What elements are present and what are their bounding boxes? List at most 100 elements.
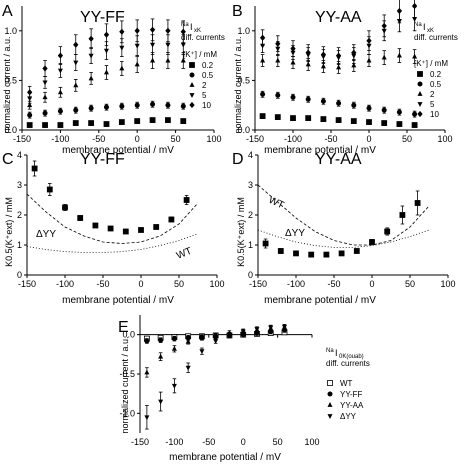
point-d xyxy=(293,250,299,257)
point-a-5 xyxy=(180,42,186,48)
x-tick-label-d: 50 xyxy=(405,279,415,289)
point-b-2 xyxy=(351,62,357,68)
point-a-10 xyxy=(165,27,171,34)
legend-marker-a xyxy=(189,82,195,87)
x-tick-label-a: -150 xyxy=(13,134,31,144)
point-a-2 xyxy=(42,94,48,100)
y-tick-label-a: 0.5 xyxy=(4,75,17,85)
x-tick-label-a: 0 xyxy=(135,134,140,144)
curve-wt-d xyxy=(257,184,430,246)
y-tick-label-c: 2 xyxy=(17,210,22,220)
annot-a-na: Na xyxy=(181,22,189,28)
point-b-0.2 xyxy=(305,115,312,121)
point-a-0.5 xyxy=(165,102,171,108)
point-b-10 xyxy=(275,40,281,47)
point-a-2 xyxy=(27,102,33,108)
point-a-5 xyxy=(27,96,33,102)
point-b-0.5 xyxy=(290,94,296,100)
point-a-0.2 xyxy=(42,122,48,128)
x-tick-label-b: 100 xyxy=(437,134,452,144)
point-a-0.2 xyxy=(149,117,156,123)
curve-label-c-wt: WT xyxy=(175,246,194,262)
point-a-5 xyxy=(134,43,140,49)
panel-letter-e: E xyxy=(118,319,129,336)
y-tick-label-b: 0.5 xyxy=(237,75,250,85)
xlabel-d: membrane potential / mV xyxy=(264,295,376,306)
point-a-10 xyxy=(119,28,125,35)
point-a-0.5 xyxy=(27,112,33,118)
point-c xyxy=(46,186,53,193)
point-a-0.2 xyxy=(103,121,110,127)
point-a-2 xyxy=(103,69,109,75)
legend-marker-e xyxy=(327,414,333,419)
legend-label-a: 0.2 xyxy=(202,61,214,70)
point-b-2 xyxy=(396,52,402,58)
x-tick-label-c: 100 xyxy=(209,279,224,289)
point-b-10 xyxy=(320,51,327,58)
xlabel-e: membrane potential / mV xyxy=(169,452,281,463)
panel-title-b: YY-AA xyxy=(315,9,362,26)
x-tick-label-d: -150 xyxy=(249,279,267,289)
annot-b-diff: diff. currents xyxy=(414,33,458,42)
annot-e-na: Na xyxy=(326,348,334,354)
legend-marker-e xyxy=(327,380,333,386)
point-b-0.2 xyxy=(381,120,388,126)
point-a-0.5 xyxy=(73,107,79,113)
annot-b-xk: xK xyxy=(427,28,434,34)
ylabel-a: normalized current / a.u. xyxy=(2,36,12,133)
point-b-0.2 xyxy=(396,121,403,127)
point-b-10 xyxy=(305,49,311,56)
annot-b-i: I xyxy=(423,22,426,32)
point-b-2 xyxy=(260,57,266,63)
x-tick-label-a: -50 xyxy=(92,134,105,144)
point-a-0.5 xyxy=(134,102,140,108)
point-c xyxy=(183,197,190,203)
panel-letter-d: D xyxy=(232,151,244,168)
point-a-10 xyxy=(57,52,64,59)
point-d xyxy=(323,251,330,258)
annot-e-i: I xyxy=(335,348,338,358)
point-b-0.2 xyxy=(274,114,281,121)
point-e-ΔYY xyxy=(268,325,274,331)
point-a-0.2 xyxy=(134,118,141,124)
curve-label-d-wt: WT xyxy=(267,195,286,212)
panel-letter-c: C xyxy=(2,151,14,168)
point-e-ΔYY xyxy=(213,339,219,344)
point-a-5 xyxy=(119,45,125,51)
point-b-2 xyxy=(275,57,281,63)
point-b-0.2 xyxy=(366,119,372,125)
y-tick-label-c: 1 xyxy=(17,240,22,250)
point-a-0.5 xyxy=(180,103,186,109)
point-b-2 xyxy=(290,59,296,65)
legend-label-e: ΔYY xyxy=(340,412,357,421)
point-c xyxy=(92,222,99,229)
x-tick-label-e: 100 xyxy=(304,437,319,447)
point-a-2 xyxy=(119,65,125,71)
y-tick-label-b: 0.0 xyxy=(237,125,250,135)
point-a-5 xyxy=(42,80,48,86)
point-b-2 xyxy=(336,64,342,70)
point-a-0.5 xyxy=(103,104,109,110)
point-c xyxy=(153,224,160,230)
point-e-YY-AA xyxy=(158,353,164,359)
x-tick-label-b: -150 xyxy=(246,134,264,144)
legend-label-b: 0.5 xyxy=(430,80,442,89)
point-e-ΔYY xyxy=(199,349,205,355)
point-a-0.5 xyxy=(88,105,94,111)
point-a-5 xyxy=(73,60,79,66)
point-e-ΔYY xyxy=(281,324,287,330)
point-a-0.5 xyxy=(57,108,63,114)
point-a-2 xyxy=(73,82,79,88)
x-tick-label-a: 100 xyxy=(206,134,221,144)
legend-marker-e xyxy=(327,391,333,397)
x-tick-label-c: 0 xyxy=(138,279,143,289)
point-a-2 xyxy=(150,57,156,63)
point-b-10 xyxy=(366,37,372,44)
point-d xyxy=(308,251,315,258)
point-e-YY-AA xyxy=(213,332,219,338)
point-d xyxy=(338,250,345,257)
point-b-0.5 xyxy=(275,92,281,98)
annot-b-na: Na xyxy=(414,22,422,28)
point-e-YY-AA xyxy=(171,345,177,351)
